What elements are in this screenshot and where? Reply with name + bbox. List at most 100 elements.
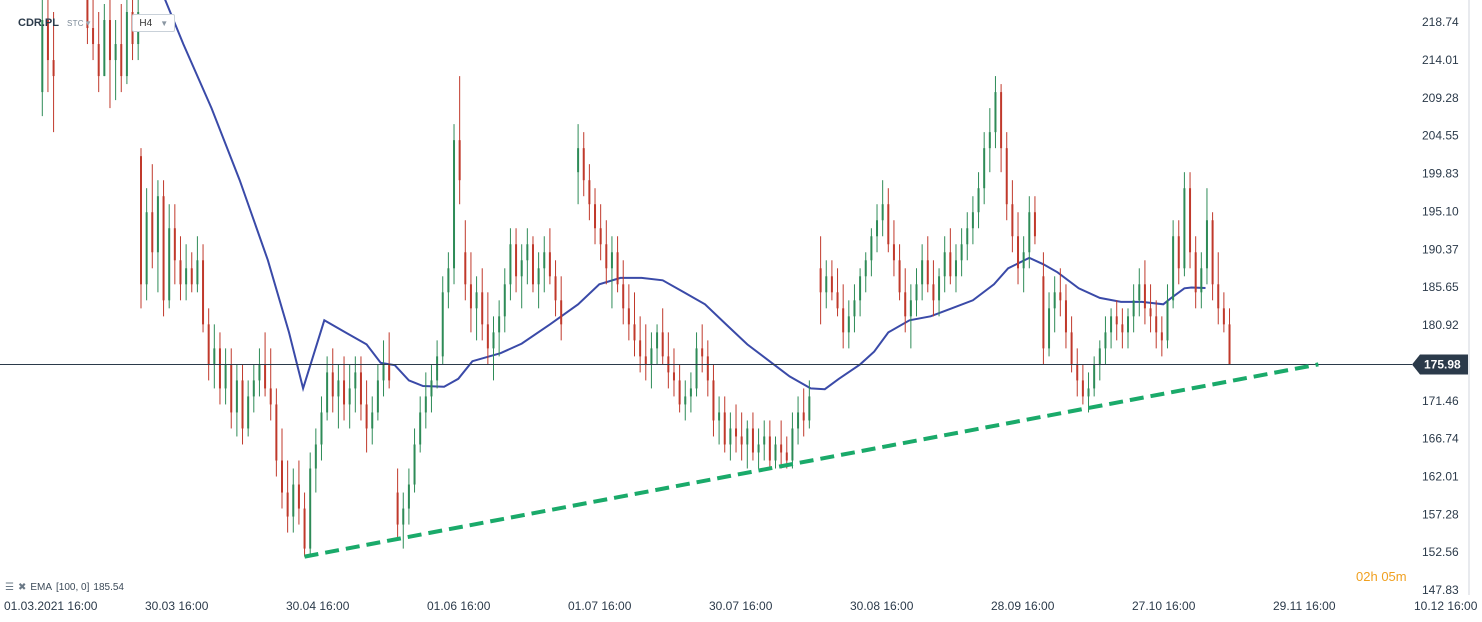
candle-body (706, 356, 709, 381)
y-tick-label: 204.55 (1422, 129, 1459, 143)
settings-icon[interactable]: ☰ (5, 582, 14, 593)
candle (1115, 300, 1118, 341)
candle-body (1217, 284, 1220, 309)
candle (678, 364, 681, 413)
candle (120, 4, 123, 93)
candle-body (269, 388, 272, 405)
mode-label[interactable]: STC (66, 18, 84, 28)
candle-body (185, 268, 188, 285)
candle (825, 260, 828, 309)
candle (86, 0, 89, 45)
candle-body (712, 380, 715, 421)
candle-body (292, 484, 295, 517)
candle (1149, 284, 1152, 333)
candle-body (359, 372, 362, 405)
candle (213, 324, 216, 389)
candle-body (830, 276, 833, 293)
y-tick-label: 209.28 (1422, 91, 1459, 105)
candle (430, 364, 433, 413)
candle-body (915, 284, 918, 301)
candle-body (531, 244, 534, 285)
candle-body (983, 148, 986, 189)
candle-body (1104, 332, 1107, 349)
candle (537, 252, 540, 309)
mode-dropdown-icon[interactable]: ▾ (85, 17, 91, 28)
timeframe-value: H4 (139, 17, 153, 29)
candle-body (954, 260, 957, 277)
y-tick-label: 214.01 (1422, 53, 1459, 67)
candle-body (684, 396, 687, 405)
candle-body (757, 444, 760, 453)
candle (1222, 292, 1225, 333)
candle (1228, 308, 1231, 365)
candle (1172, 220, 1175, 309)
candle (830, 260, 833, 301)
candle-body (768, 436, 771, 461)
candle-body (498, 316, 501, 333)
candle (509, 228, 512, 301)
candle (915, 268, 918, 317)
candle-body (125, 12, 128, 77)
candle-body (678, 380, 681, 405)
candle-body (108, 20, 111, 61)
candle (932, 260, 935, 317)
candle-body (247, 396, 250, 429)
candle (1211, 212, 1214, 301)
current-price-label: 175.98 (1424, 358, 1461, 372)
candle (1166, 284, 1169, 349)
candle-body (938, 276, 941, 301)
candle (297, 460, 300, 525)
candle-body (281, 460, 283, 493)
y-tick-label: 166.74 (1422, 432, 1459, 446)
candle-body (605, 244, 608, 269)
candle (1200, 252, 1203, 309)
candle (954, 244, 957, 293)
candle-body (1093, 364, 1096, 389)
indicator-params: [100, 0] (56, 582, 90, 593)
candle-body (1172, 236, 1175, 301)
y-tick-label: 157.28 (1422, 507, 1459, 521)
x-tick-label: 30.07 16:00 (709, 599, 773, 613)
candle-body (156, 196, 159, 253)
support-trendline (304, 362, 1319, 559)
candle-body (441, 292, 444, 357)
candle-body (503, 284, 506, 317)
candle-body (41, 20, 44, 93)
y-tick-label: 147.83 (1422, 583, 1459, 597)
candle (960, 228, 963, 277)
candle (943, 236, 946, 293)
candle-body (909, 300, 912, 317)
price-badge-shape (1412, 354, 1468, 375)
candle-body (1042, 276, 1045, 349)
candle-body (1028, 212, 1031, 253)
y-tick-label: 190.37 (1422, 242, 1459, 256)
candle (162, 180, 165, 317)
countdown-m-unit: m (1395, 569, 1407, 584)
candle-body (633, 324, 636, 341)
candle-body (689, 388, 692, 397)
candle-body (86, 0, 89, 29)
candle-body (140, 156, 142, 285)
candle (326, 356, 329, 421)
candle-body (436, 356, 439, 381)
candle (971, 196, 974, 245)
candle (1177, 220, 1180, 285)
symbol-label[interactable]: CDR.PL (18, 17, 59, 29)
candle (1217, 252, 1220, 325)
close-icon[interactable]: ✖ (17, 582, 27, 593)
timeframe-select[interactable]: H4 ▼ (132, 14, 176, 32)
candle (1017, 212, 1020, 285)
candle (588, 164, 591, 221)
candle (966, 212, 969, 261)
candle (605, 220, 608, 285)
candle-body (808, 396, 811, 421)
candle (1059, 268, 1062, 317)
candle (577, 124, 580, 205)
candle-body (475, 292, 478, 309)
y-tick-label: 180.92 (1422, 318, 1459, 332)
candle (1081, 364, 1084, 405)
candle-body (396, 492, 399, 525)
candle-body (977, 188, 980, 213)
candle (1110, 308, 1113, 349)
